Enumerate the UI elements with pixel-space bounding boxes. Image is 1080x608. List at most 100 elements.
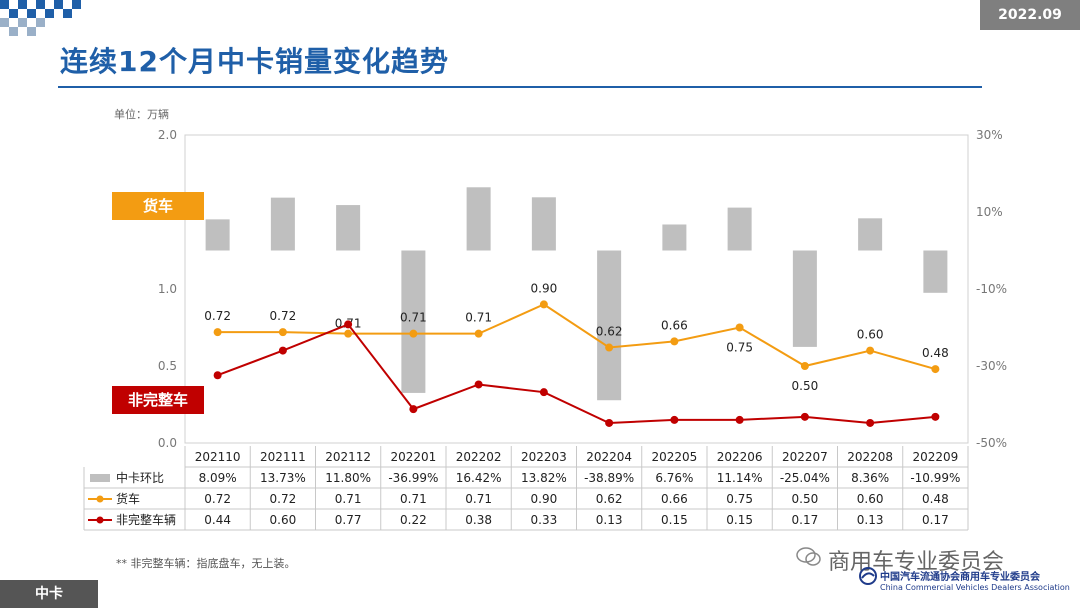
chassis-point	[931, 412, 940, 421]
x-tick-label: 202207	[782, 450, 828, 464]
unit-label: 单位：万辆	[114, 108, 169, 121]
truck-data-label: 0.72	[270, 309, 297, 323]
plot-frame	[184, 134, 969, 444]
legend-marker-dot	[96, 516, 104, 524]
table-cell: 0.66	[661, 492, 688, 506]
truck-line	[217, 303, 936, 371]
table-cell: 13.73%	[260, 471, 306, 485]
table-cell: 0.62	[596, 492, 623, 506]
corner-pattern-logo	[0, 0, 81, 36]
truck-data-label: 0.50	[792, 379, 819, 393]
bar-mom-change	[597, 250, 622, 401]
y-left-tick-label: 0.0	[158, 436, 177, 450]
table-cell: 0.44	[204, 513, 231, 527]
table-cell: 0.17	[792, 513, 819, 527]
y-right-tick-label: 10%	[976, 205, 1003, 219]
chassis-point	[344, 320, 353, 329]
chassis-point	[474, 380, 483, 389]
tag-chassis: 非完整车	[112, 386, 204, 414]
y-left-tick-label: 0.5	[158, 359, 177, 373]
x-tick-label: 202209	[912, 450, 958, 464]
truck-point	[278, 328, 287, 337]
table-cell: 0.50	[792, 492, 819, 506]
table-cell: 0.71	[465, 492, 492, 506]
truck-point	[670, 337, 679, 346]
x-tick-label: 202204	[586, 450, 632, 464]
tag-truck: 货车	[112, 192, 204, 220]
table-cell: 0.17	[922, 513, 949, 527]
truck-data-label: 0.75	[726, 341, 753, 355]
chassis-point	[409, 405, 418, 414]
truck-point	[213, 328, 222, 337]
x-tick-label: 202205	[651, 450, 697, 464]
y-right-tick-label: -50%	[976, 436, 1007, 450]
truck-point	[800, 362, 809, 370]
footer-section-label: 中卡	[0, 580, 98, 608]
bar-mom-change	[466, 187, 491, 251]
table-cell: 0.22	[400, 513, 427, 527]
bar-mom-change	[923, 250, 948, 293]
x-tick-label: 202112	[325, 450, 371, 464]
table-cell: -10.99%	[910, 471, 960, 485]
bar-mom-change	[531, 197, 556, 251]
x-tick-label: 202202	[456, 450, 502, 464]
table-cell: 0.90	[531, 492, 558, 506]
table-cell: 0.13	[857, 513, 884, 527]
chassis-point	[278, 346, 287, 355]
bar-mom-change	[205, 219, 230, 251]
table-row-header: 中卡环比	[116, 470, 164, 485]
table-cell: 0.15	[661, 513, 688, 527]
y-right-tick-label: -10%	[976, 282, 1007, 296]
table-cell: 0.60	[857, 492, 884, 506]
y-right-tick-label: -30%	[976, 359, 1007, 373]
page-title: 连续12个月中卡销量变化趋势	[60, 45, 449, 78]
x-tick-label: 202111	[260, 450, 306, 464]
truck-data-label: 0.66	[661, 318, 688, 332]
table-cell: 0.71	[335, 492, 362, 506]
truck-point	[539, 300, 548, 309]
bar-mom-change	[858, 218, 883, 251]
truck-point	[344, 329, 353, 338]
truck-data-label: 0.71	[400, 311, 427, 325]
bar-mom-change	[727, 207, 752, 251]
bar-mom-change	[662, 224, 687, 251]
truck-data-label: 0.71	[465, 311, 492, 325]
table-cell: -36.99%	[388, 471, 438, 485]
y-left-tick-label: 2.0	[158, 128, 177, 142]
table-cell: 0.15	[726, 513, 753, 527]
association-name-en: China Commercial Vehicles Dealers Associ…	[880, 583, 1070, 592]
table-cell: 8.09%	[199, 471, 237, 485]
title-divider	[58, 86, 982, 88]
table-cell: 11.80%	[325, 471, 371, 485]
truck-data-label: 0.62	[596, 325, 623, 339]
x-tick-label: 202208	[847, 450, 893, 464]
y-right-tick-label: 30%	[976, 128, 1003, 142]
truck-point	[474, 329, 483, 338]
table-cell: 0.13	[596, 513, 623, 527]
table-row-header: 货车	[116, 491, 140, 506]
table-cell: -25.04%	[780, 471, 830, 485]
footnote: ** 非完整车辆：指底盘车，无上装。	[116, 557, 296, 570]
table-cell: 0.60	[270, 513, 297, 527]
truck-point	[866, 346, 875, 355]
chassis-point	[213, 371, 222, 380]
chassis-point	[866, 418, 875, 427]
chassis-point	[605, 418, 614, 427]
x-tick-label: 202206	[717, 450, 763, 464]
table-cell: 0.72	[270, 492, 297, 506]
table-cell: 0.75	[726, 492, 753, 506]
truck-point	[409, 329, 418, 338]
chassis-line	[217, 323, 936, 424]
bar-mom-change	[270, 197, 295, 251]
x-tick-label: 202203	[521, 450, 567, 464]
bar-mom-change	[792, 250, 817, 347]
truck-data-label: 0.90	[531, 281, 558, 295]
table-cell: 0.38	[465, 513, 492, 527]
association-name-cn: 中国汽车流通协会商用车专业委员会	[880, 572, 1040, 583]
truck-point	[931, 365, 940, 374]
table-cell: 0.33	[531, 513, 558, 527]
truck-data-label: 0.48	[922, 346, 949, 360]
chassis-point	[670, 415, 679, 424]
table-row-header: 非完整车辆	[116, 512, 176, 527]
